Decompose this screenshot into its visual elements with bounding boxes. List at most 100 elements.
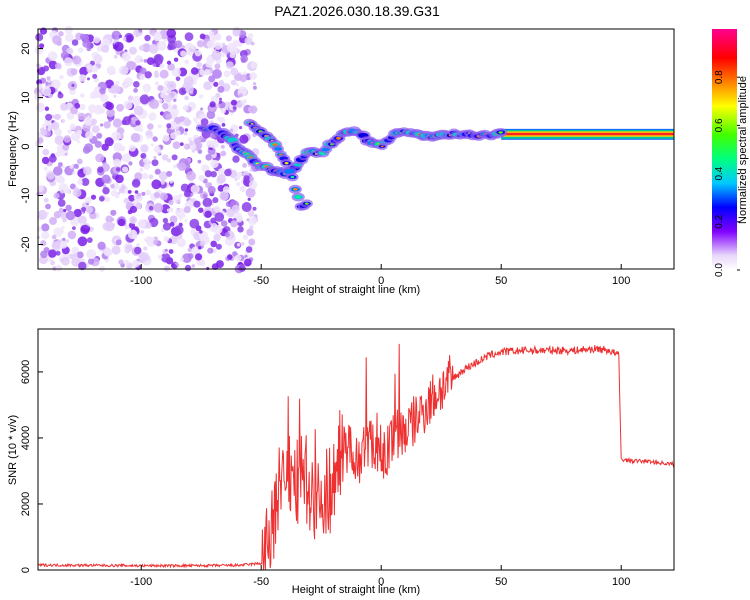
noise-blob xyxy=(156,149,162,155)
noise-blob xyxy=(204,210,212,218)
branch-blob-core xyxy=(296,195,301,199)
noise-blob xyxy=(48,154,57,163)
noise-blob xyxy=(57,199,66,207)
noise-blob xyxy=(175,127,179,131)
noise-blob xyxy=(245,246,253,253)
noise-blob xyxy=(183,131,188,136)
noise-blob xyxy=(53,211,62,219)
noise-blob xyxy=(160,179,166,185)
noise-blob xyxy=(118,184,129,195)
noise-blob xyxy=(46,76,51,81)
noise-blob xyxy=(152,136,158,142)
noise-blob xyxy=(58,207,64,213)
noise-blob xyxy=(243,258,252,267)
noise-blob xyxy=(90,91,98,99)
noise-blob xyxy=(186,171,196,181)
noise-blob xyxy=(208,31,215,37)
snr-panel: -100 -50 0 50 100 0 2000 4000 6000 Height of st… xyxy=(7,328,675,596)
noise-blob xyxy=(118,34,123,38)
noise-blob xyxy=(62,237,66,241)
snr-frame xyxy=(37,328,675,571)
noise-blob xyxy=(163,236,170,242)
snr-y-label: SNR (10 * v/v) xyxy=(7,415,19,485)
noise-blob xyxy=(146,57,155,65)
noise-blob xyxy=(159,69,169,79)
noise-blob xyxy=(122,36,127,42)
noise-blob xyxy=(82,39,91,48)
spectrogram-x-tick-label: 100 xyxy=(612,275,630,287)
spectrogram-band xyxy=(501,128,674,140)
noise-blob xyxy=(179,257,184,262)
noise-blob xyxy=(131,179,141,188)
noise-blob xyxy=(159,63,165,69)
noise-blob xyxy=(183,70,187,74)
noise-blob xyxy=(74,102,81,109)
noise-blob xyxy=(83,166,92,176)
noise-blob xyxy=(172,164,177,169)
noise-blob xyxy=(149,99,160,110)
noise-blob xyxy=(54,128,62,136)
noise-blob xyxy=(249,168,253,172)
noise-blob xyxy=(58,183,69,194)
noise-blob xyxy=(209,132,216,139)
noise-blob xyxy=(93,36,101,44)
noise-blob xyxy=(105,215,113,224)
noise-blob xyxy=(66,112,75,120)
noise-blob xyxy=(185,188,190,193)
noise-blob xyxy=(216,116,222,122)
noise-blob xyxy=(73,253,78,258)
noise-blob xyxy=(125,244,133,252)
noise-blob xyxy=(118,65,129,76)
noise-blob xyxy=(204,170,212,178)
noise-blob xyxy=(184,144,188,149)
noise-blob xyxy=(202,193,208,199)
noise-blob xyxy=(96,45,103,52)
noise-blob xyxy=(220,108,226,114)
noise-blob xyxy=(201,164,210,173)
noise-blob xyxy=(216,174,226,184)
noise-blob xyxy=(172,141,181,150)
noise-blob xyxy=(69,123,76,131)
branch-blob-core xyxy=(305,202,309,205)
noise-blob xyxy=(37,209,48,220)
noise-blob xyxy=(248,238,256,246)
noise-blob xyxy=(71,257,81,267)
noise-blob xyxy=(43,65,50,72)
noise-blob xyxy=(99,196,105,202)
noise-blob xyxy=(113,45,118,50)
noise-blob xyxy=(82,34,90,41)
noise-blob xyxy=(197,159,202,164)
noise-blob xyxy=(210,171,217,178)
colorbar-gradient xyxy=(712,29,737,270)
noise-blob xyxy=(217,85,225,93)
noise-blob xyxy=(207,185,216,194)
noise-blob xyxy=(200,107,204,111)
noise-blob xyxy=(178,87,187,96)
noise-blob xyxy=(61,119,66,123)
noise-blob xyxy=(179,142,184,147)
noise-blob xyxy=(150,143,154,147)
noise-blob xyxy=(94,140,102,148)
noise-blob xyxy=(213,233,221,242)
noise-blob xyxy=(43,166,48,171)
noise-blob xyxy=(96,132,103,139)
noise-blob xyxy=(123,100,133,110)
noise-blob xyxy=(61,226,65,230)
spectrogram-x-tick-label: -100 xyxy=(130,275,152,287)
noise-blob xyxy=(53,192,60,199)
noise-blob xyxy=(69,253,75,260)
noise-blob xyxy=(101,44,110,53)
noise-blob xyxy=(43,197,49,203)
noise-blob xyxy=(224,168,232,177)
noise-blob xyxy=(79,103,86,111)
noise-blob xyxy=(239,74,248,83)
noise-blob xyxy=(41,156,50,165)
noise-blob xyxy=(136,242,141,248)
noise-blob xyxy=(209,101,216,108)
noise-blob xyxy=(77,112,86,121)
noise-blob xyxy=(139,58,144,62)
noise-blob xyxy=(85,130,94,140)
noise-blob xyxy=(174,225,184,235)
noise-blob xyxy=(143,246,148,251)
